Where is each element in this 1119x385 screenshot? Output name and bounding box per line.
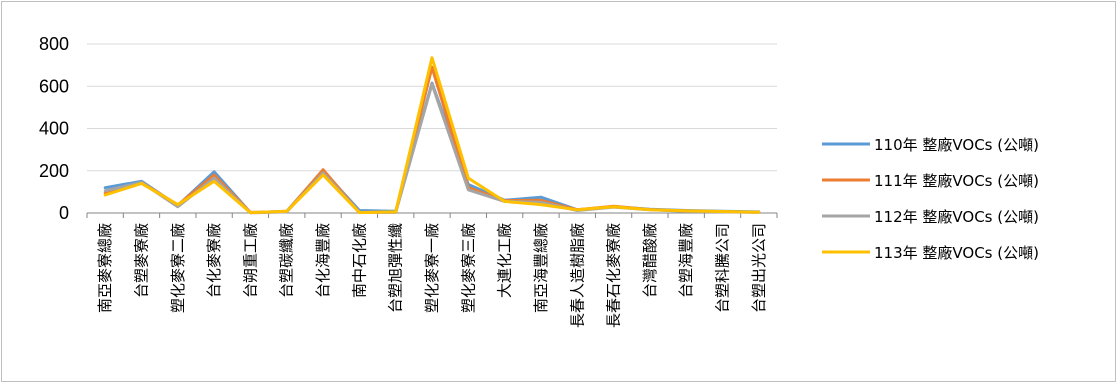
x-tick-label: 台塑旭彈性纖: [387, 223, 405, 313]
y-tick-label: 0: [59, 203, 69, 223]
x-tick-label: 台塑麥寮廠: [132, 223, 150, 298]
series-line-3: [103, 82, 761, 215]
x-tick-label: 台化海豐廠: [314, 223, 332, 298]
x-tick-label: 長春石化麥寮廠: [605, 223, 623, 328]
legend-label: 111年 整廠VOCs (公噸): [874, 172, 1039, 190]
y-tick-label: 600: [39, 76, 69, 96]
x-tick-label: 塑化麥寮一廠: [423, 223, 441, 313]
x-tick-label: 台朔重工廠: [241, 223, 259, 298]
legend-label: 113年 整廠VOCs (公噸): [874, 244, 1039, 262]
y-axis-ticks: 0 200 400 600 800: [39, 34, 69, 223]
series-line-1: [103, 81, 761, 215]
x-tick-label: 台塑海豐廠: [677, 223, 695, 298]
x-tick-label: 大連化工廠: [496, 223, 514, 298]
legend-label: 112年 整廠VOCs (公噸): [874, 208, 1039, 226]
x-tick-label: 台灣醋酸廠: [641, 223, 659, 298]
x-tick-label: 南亞麥寮總廠: [96, 223, 114, 313]
x-tick-label: 台化麥寮廠: [205, 223, 223, 298]
x-tick-label: 塑化麥寮二廠: [169, 223, 187, 313]
y-tick-label: 200: [39, 161, 69, 181]
x-tick-label: 台塑碳纖廠: [278, 223, 296, 298]
x-tick-label: 長春人造樹脂廠: [568, 223, 586, 328]
x-tick-label: 塑化麥寮三廠: [459, 223, 477, 313]
x-axis: [86, 212, 778, 218]
y-tick-label: 400: [39, 119, 69, 139]
x-tick-label: 台塑出光公司: [750, 223, 768, 313]
legend-label: 110年 整廠VOCs (公噸): [874, 136, 1039, 154]
x-tick-label: 台塑科騰公司: [714, 223, 732, 313]
x-tick-label: 南中石化廠: [350, 223, 368, 298]
legend: 110年 整廠VOCs (公噸) 111年 整廠VOCs (公噸) 112年 整廠V…: [822, 136, 1039, 262]
x-tick-label: 南亞海豐總廠: [532, 223, 550, 313]
series-line-4: [103, 56, 761, 215]
y-tick-label: 800: [39, 34, 69, 54]
series-lines: [103, 56, 761, 215]
x-axis-ticks: 南亞麥寮總廠 台塑麥寮廠 塑化麥寮二廠 台化麥寮廠 台朔重工廠 台塑碳纖廠 台化海豐廠 南中石…: [96, 223, 768, 328]
